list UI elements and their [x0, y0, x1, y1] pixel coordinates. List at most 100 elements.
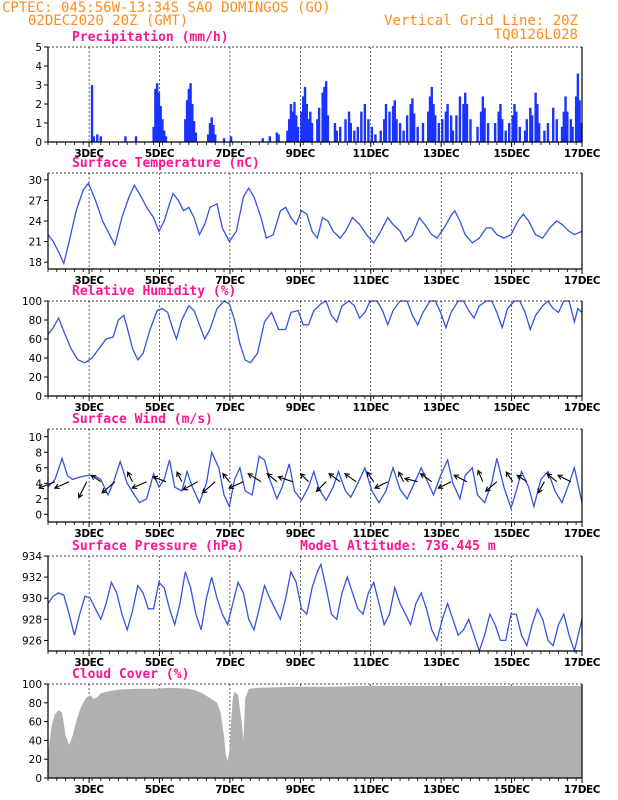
precip-bar — [497, 111, 500, 142]
precip-bar — [184, 119, 187, 142]
wind-arrow — [277, 475, 293, 483]
x-tick-label: 17DEC — [564, 402, 601, 414]
wind-arrow — [537, 481, 545, 494]
precip-bar — [277, 134, 280, 142]
wind-arrow — [315, 481, 327, 493]
precip-bar — [511, 115, 514, 142]
panel-2: Relative Humidity (%) 0 20 40 60 80 100 3DEC 5DE… — [22, 284, 601, 414]
precip-bar — [416, 126, 419, 142]
precip-bar — [210, 117, 213, 142]
wind-arrow — [152, 475, 167, 483]
precip-bar — [383, 119, 386, 142]
wind-arrow — [366, 471, 375, 483]
header-location: CPTEC: 045:56W-13:34S SAO DOMINGOS (GO) — [2, 0, 331, 16]
panel-title: Surface Pressure (hPa) — [72, 539, 244, 554]
x-tick-label: 15DEC — [493, 657, 530, 669]
precip-bar — [398, 123, 402, 142]
header-datetime: 02DEC2020 20Z (GMT) — [28, 13, 188, 29]
wind-arrow — [373, 481, 389, 489]
x-tick-label: 11DEC — [353, 148, 390, 160]
precip-bar — [393, 100, 396, 142]
precip-bar — [555, 119, 558, 142]
y-tick-label: 60 — [29, 717, 42, 729]
precip-bar — [515, 111, 518, 142]
precip-bar — [421, 123, 425, 142]
series-line — [47, 300, 583, 364]
precip-bar — [560, 126, 564, 142]
wind-arrow — [176, 471, 183, 482]
precip-bar — [187, 88, 191, 142]
y-tick-label: 100 — [22, 679, 42, 691]
precip-bar — [529, 107, 532, 142]
precip-bar — [576, 73, 580, 142]
precip-bar — [384, 104, 388, 142]
precip-bar — [90, 85, 94, 142]
y-tick-label: 932 — [22, 572, 42, 584]
x-tick-label: 13DEC — [423, 275, 460, 287]
x-tick-label: 9DEC — [286, 148, 316, 160]
precip-bar — [333, 123, 337, 142]
precip-bar — [208, 123, 212, 142]
x-tick-label: 7DEC — [215, 657, 245, 669]
y-tick-label: 4 — [35, 478, 42, 490]
precip-bar — [286, 130, 289, 142]
panel-title: Surface Temperature (nC) — [72, 156, 260, 171]
y-tick-label: 24 — [29, 216, 43, 228]
x-tick-label: 7DEC — [215, 275, 245, 287]
x-tick-label: 15DEC — [493, 148, 530, 160]
wind-arrow — [266, 472, 278, 483]
precip-bar — [543, 130, 546, 142]
x-tick-label: 7DEC — [215, 784, 245, 796]
x-tick-label: 11DEC — [353, 402, 390, 414]
y-tick-label: 4 — [35, 61, 42, 73]
precip-bar — [449, 115, 453, 142]
precip-bar — [479, 111, 483, 142]
y-tick-label: 0 — [35, 391, 42, 403]
precip-bar — [444, 111, 448, 142]
precip-bar — [476, 126, 479, 142]
precip-bar — [370, 126, 374, 142]
precip-bar — [124, 136, 127, 142]
wind-arrow — [516, 474, 528, 483]
precip-bar — [317, 107, 321, 142]
wind-arrow — [90, 474, 102, 483]
precip-bar — [339, 126, 342, 142]
precip-bar — [206, 134, 210, 142]
precip-bar — [564, 96, 567, 142]
precip-bar — [268, 136, 272, 142]
wind-arrow — [299, 472, 309, 483]
precip-bar — [374, 134, 377, 142]
precip-bar — [571, 126, 574, 142]
precip-bar — [152, 126, 155, 142]
precip-bar — [296, 126, 300, 142]
panel-annotation: Model Altitude: 736.445 m — [300, 539, 496, 554]
precip-bar — [185, 100, 189, 142]
precip-bar — [287, 119, 291, 142]
x-tick-label: 3DEC — [74, 657, 104, 669]
precip-bar — [309, 111, 312, 142]
precip-bar — [363, 104, 367, 142]
y-tick-label: 80 — [29, 315, 42, 327]
x-tick-label: 3DEC — [74, 528, 104, 540]
wind-arrow — [131, 481, 147, 490]
precip-bar — [537, 123, 541, 142]
precip-bar — [578, 100, 581, 142]
wind-arrow — [398, 471, 405, 482]
precip-bar — [402, 130, 405, 142]
precip-bar — [530, 115, 534, 142]
precip-bar — [349, 123, 352, 142]
y-tick-label: 60 — [29, 334, 42, 346]
wind-arrow — [53, 481, 70, 490]
precip-bar — [316, 119, 319, 142]
y-tick-label: 8 — [35, 447, 42, 459]
y-tick-label: 20 — [29, 754, 42, 766]
y-tick-label: 0 — [35, 137, 42, 149]
precip-bar — [367, 119, 370, 142]
precip-bar — [321, 92, 324, 142]
header-model-id: TQ0126L028 — [494, 27, 578, 43]
x-tick-label: 11DEC — [353, 657, 390, 669]
x-tick-label: 9DEC — [286, 402, 316, 414]
y-tick-label: 80 — [29, 698, 42, 710]
x-tick-label: 3DEC — [74, 275, 104, 287]
precip-bar — [437, 123, 441, 142]
